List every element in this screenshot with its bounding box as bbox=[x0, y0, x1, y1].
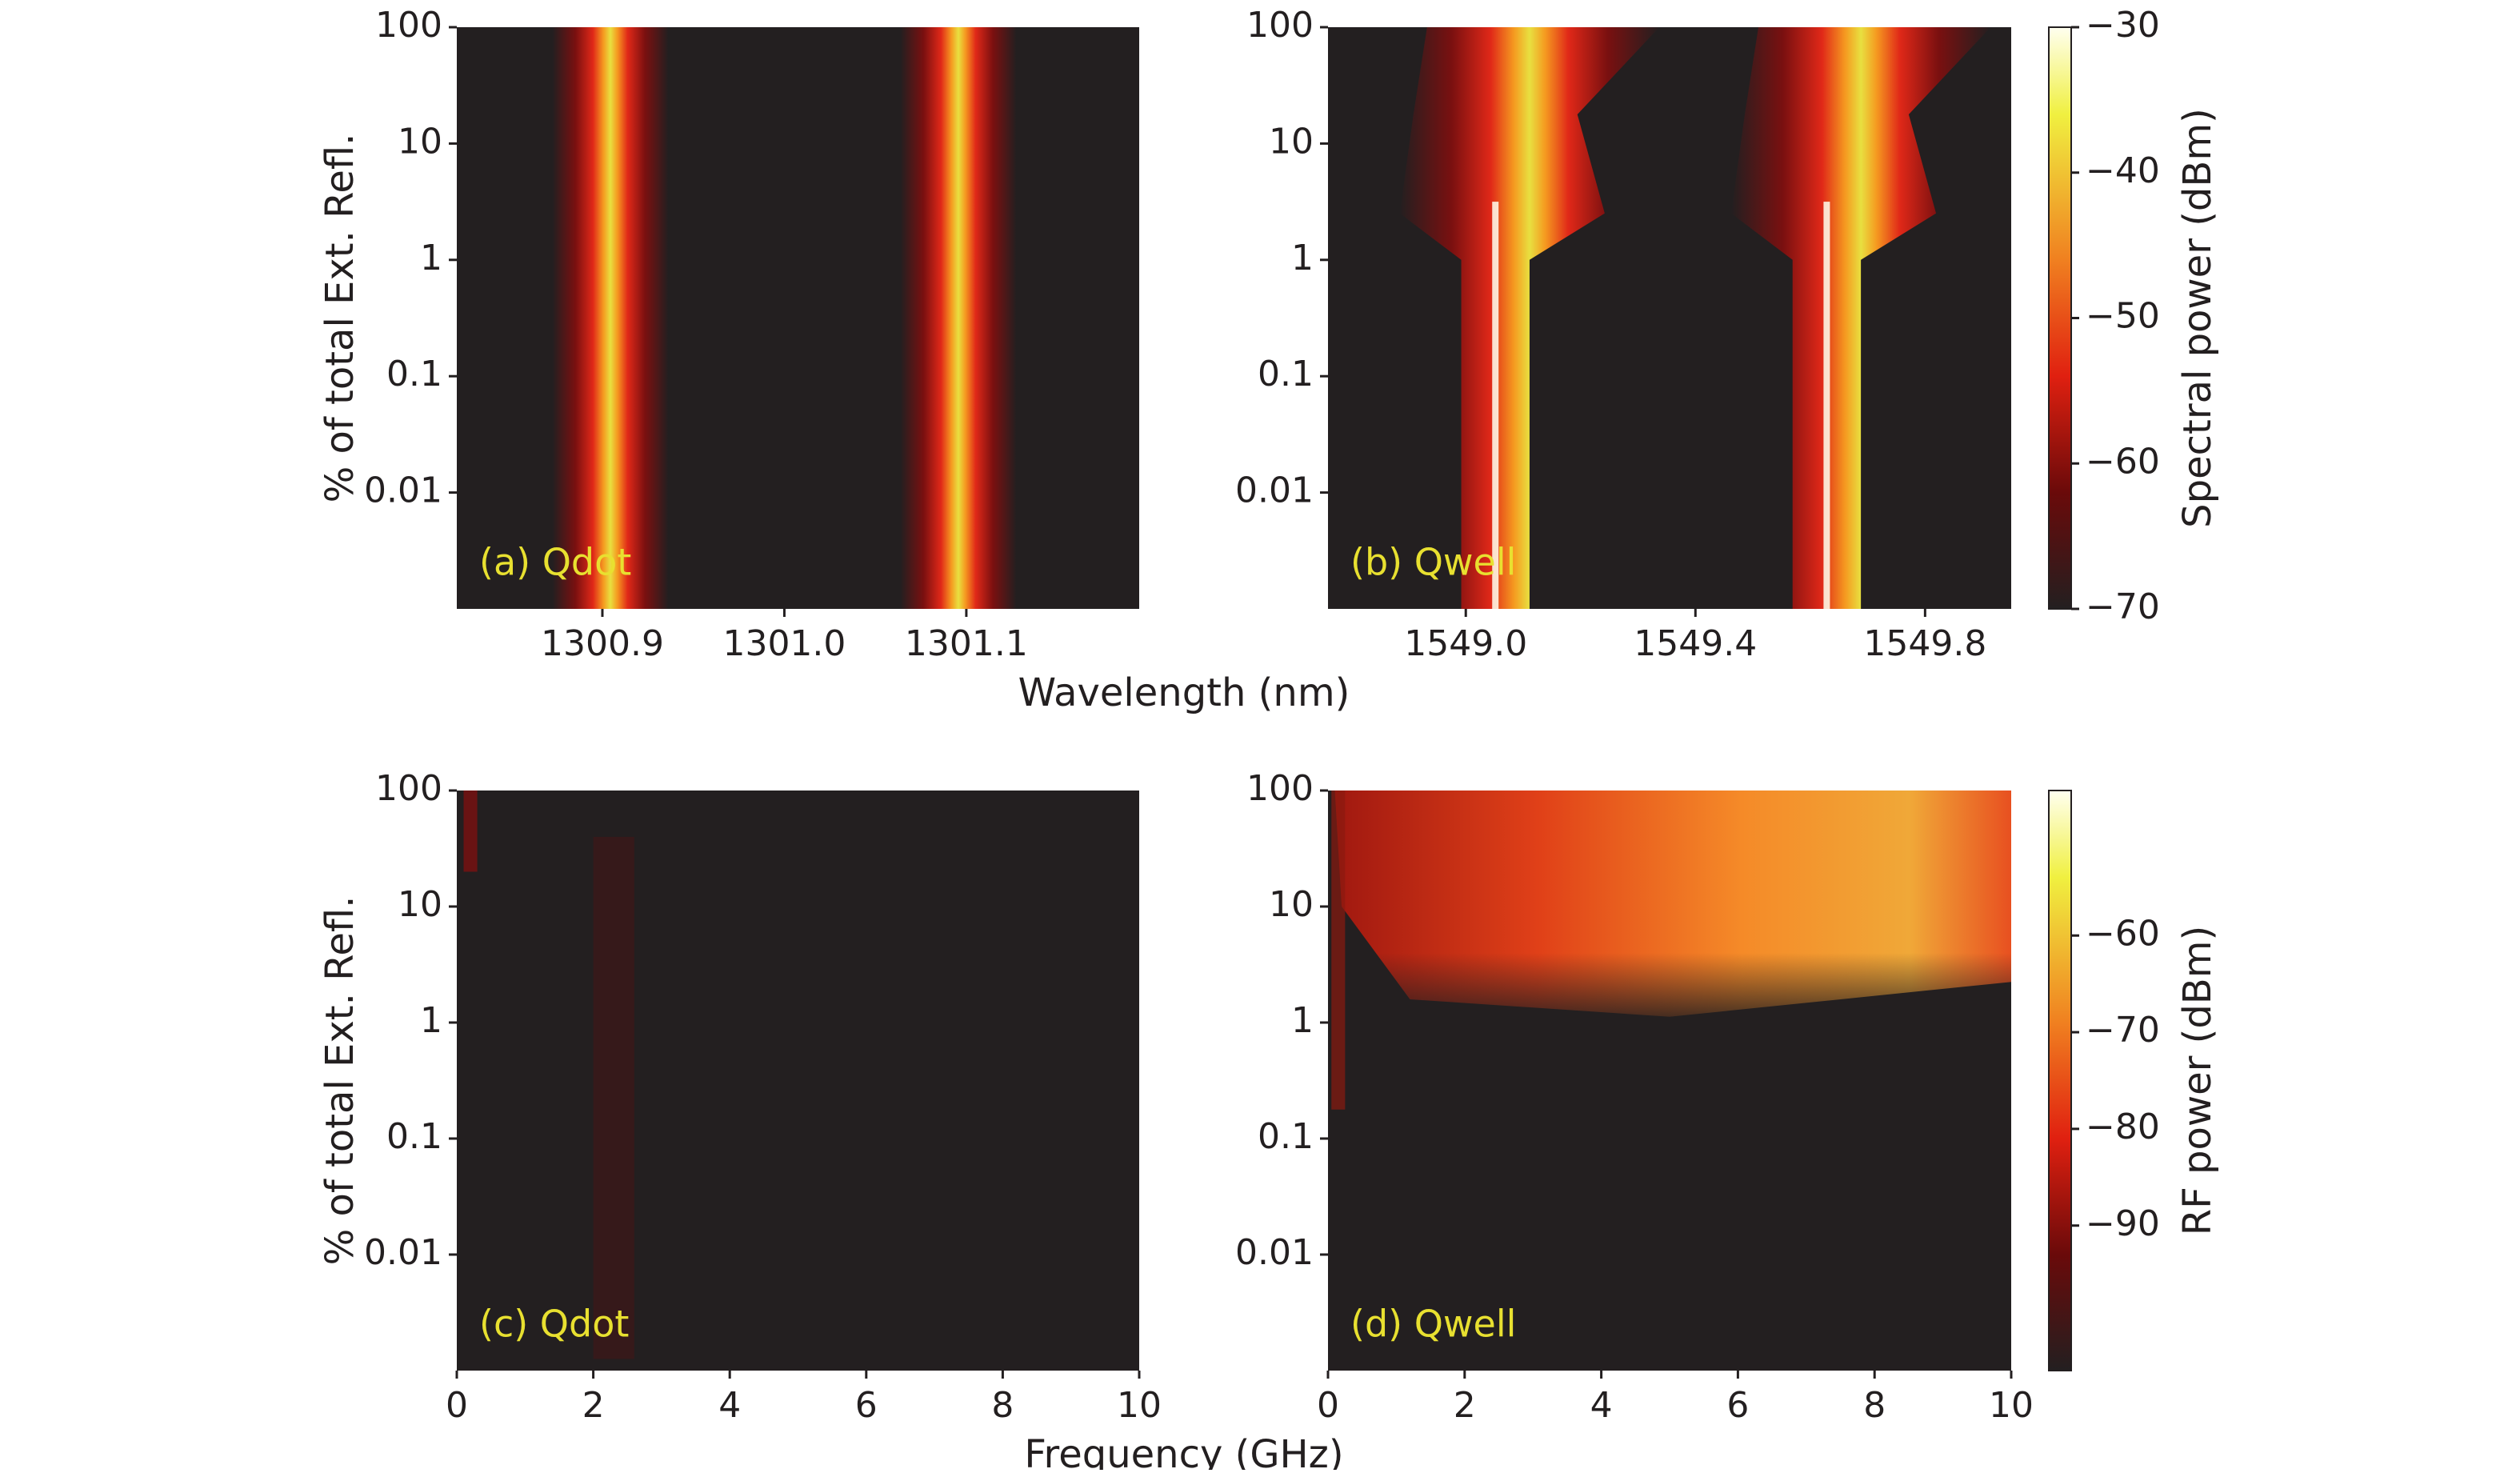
x-axis-label: Frequency (GHz) bbox=[1024, 1432, 1343, 1470]
spectral-band bbox=[1730, 27, 1991, 609]
panel: 100 10 1 0.1 0.01 0 2 4 6 8 10 (d) Qwell −60 −70 −80 −9… bbox=[1235, 768, 2220, 1426]
colorbar-label: Spectral power (dBm) bbox=[2175, 108, 2220, 528]
y-tick-label: 0.01 bbox=[364, 470, 442, 511]
y-tick-label: 100 bbox=[375, 5, 442, 46]
colorbar-tick-label: −40 bbox=[2086, 150, 2160, 191]
y-tick-label: 1 bbox=[420, 1000, 442, 1041]
x-tick-label: 8 bbox=[1863, 1385, 1886, 1426]
y-tick-label: 0.01 bbox=[1235, 470, 1314, 511]
x-tick-label: 1300.9 bbox=[541, 623, 664, 664]
y-tick-label: 10 bbox=[398, 884, 442, 925]
colorbar-tick-label: −50 bbox=[2086, 296, 2160, 337]
y-tick-label: 10 bbox=[1269, 121, 1314, 162]
y-axis-label: % of total Ext. Refl. bbox=[318, 134, 362, 503]
colorbar-tick-label: −70 bbox=[2086, 1010, 2160, 1051]
y-tick-label: 0.1 bbox=[386, 354, 442, 394]
x-tick-label: 4 bbox=[718, 1385, 741, 1426]
spectral-band bbox=[1399, 27, 1660, 609]
x-tick-label: 2 bbox=[582, 1385, 605, 1426]
colorbar-tick-label: −60 bbox=[2086, 441, 2160, 482]
spectral-band bbox=[900, 27, 1017, 609]
colorbar bbox=[2048, 790, 2072, 1371]
rf-streak bbox=[463, 791, 478, 872]
y-tick-label: 10 bbox=[1269, 884, 1314, 925]
x-tick-label: 1301.0 bbox=[722, 623, 846, 664]
x-tick-label: 6 bbox=[1726, 1385, 1749, 1426]
y-tick-label: 1 bbox=[420, 238, 442, 278]
x-tick-label: 2 bbox=[1454, 1385, 1476, 1426]
spectral-peak bbox=[1492, 202, 1499, 609]
colorbar bbox=[2048, 26, 2072, 610]
x-tick-label: 0 bbox=[446, 1385, 468, 1426]
y-tick-label: 100 bbox=[375, 768, 442, 809]
panel: 100 10 1 0.1 0.01 1300.9 1301.0 1301.1 (a) Qdot%… bbox=[318, 5, 1350, 715]
colorbar-tick-label: −70 bbox=[2086, 586, 2160, 627]
panel: 100 10 1 0.1 0.01 1549.0 1549.4 1549.8 (b) Qwell… bbox=[1235, 5, 2220, 664]
y-tick-label: 0.1 bbox=[1258, 354, 1314, 394]
spectral-band bbox=[552, 27, 669, 609]
panel-label: (d) Qwell bbox=[1350, 1303, 1516, 1346]
y-tick-label: 1 bbox=[1291, 1000, 1314, 1041]
panel-label: (c) Qdot bbox=[479, 1303, 629, 1346]
y-tick-label: 100 bbox=[1246, 5, 1314, 46]
y-tick-label: 100 bbox=[1246, 768, 1314, 809]
rf-fade bbox=[1328, 791, 2011, 1023]
x-tick-label: 0 bbox=[1317, 1385, 1339, 1426]
y-tick-label: 0.01 bbox=[1235, 1232, 1314, 1273]
plot-area bbox=[457, 791, 1139, 1371]
rf-streak bbox=[1331, 791, 1346, 1110]
spectral-peak bbox=[1823, 202, 1830, 609]
y-tick-label: 0.1 bbox=[1258, 1116, 1314, 1157]
x-tick-label: 8 bbox=[991, 1385, 1014, 1426]
rf-streak bbox=[593, 837, 634, 1359]
x-tick-label: 1549.8 bbox=[1863, 623, 1986, 664]
x-axis-label: Wavelength (nm) bbox=[1018, 670, 1350, 715]
colorbar-label: RF power (dBm) bbox=[2175, 926, 2220, 1235]
y-tick-label: 0.1 bbox=[386, 1116, 442, 1157]
x-tick-label: 10 bbox=[1117, 1385, 1162, 1426]
x-tick-label: 4 bbox=[1590, 1385, 1613, 1426]
y-tick-label: 10 bbox=[398, 121, 442, 162]
x-tick-label: 10 bbox=[1989, 1385, 2034, 1426]
x-tick-label: 1549.4 bbox=[1634, 623, 1757, 664]
y-axis-label: % of total Ext. Refl. bbox=[318, 896, 362, 1266]
colorbar-tick-label: −90 bbox=[2086, 1203, 2160, 1244]
x-tick-label: 6 bbox=[855, 1385, 878, 1426]
y-tick-label: 0.01 bbox=[364, 1232, 442, 1273]
y-tick-label: 1 bbox=[1291, 238, 1314, 278]
colorbar-tick-label: −80 bbox=[2086, 1107, 2160, 1147]
x-tick-label: 1549.0 bbox=[1404, 623, 1527, 664]
colorbar-tick-label: −30 bbox=[2086, 5, 2160, 46]
panel-label: (b) Qwell bbox=[1350, 541, 1516, 584]
x-tick-label: 1301.1 bbox=[905, 623, 1028, 664]
panel-label: (a) Qdot bbox=[479, 541, 631, 584]
colorbar-tick-label: −60 bbox=[2086, 913, 2160, 954]
